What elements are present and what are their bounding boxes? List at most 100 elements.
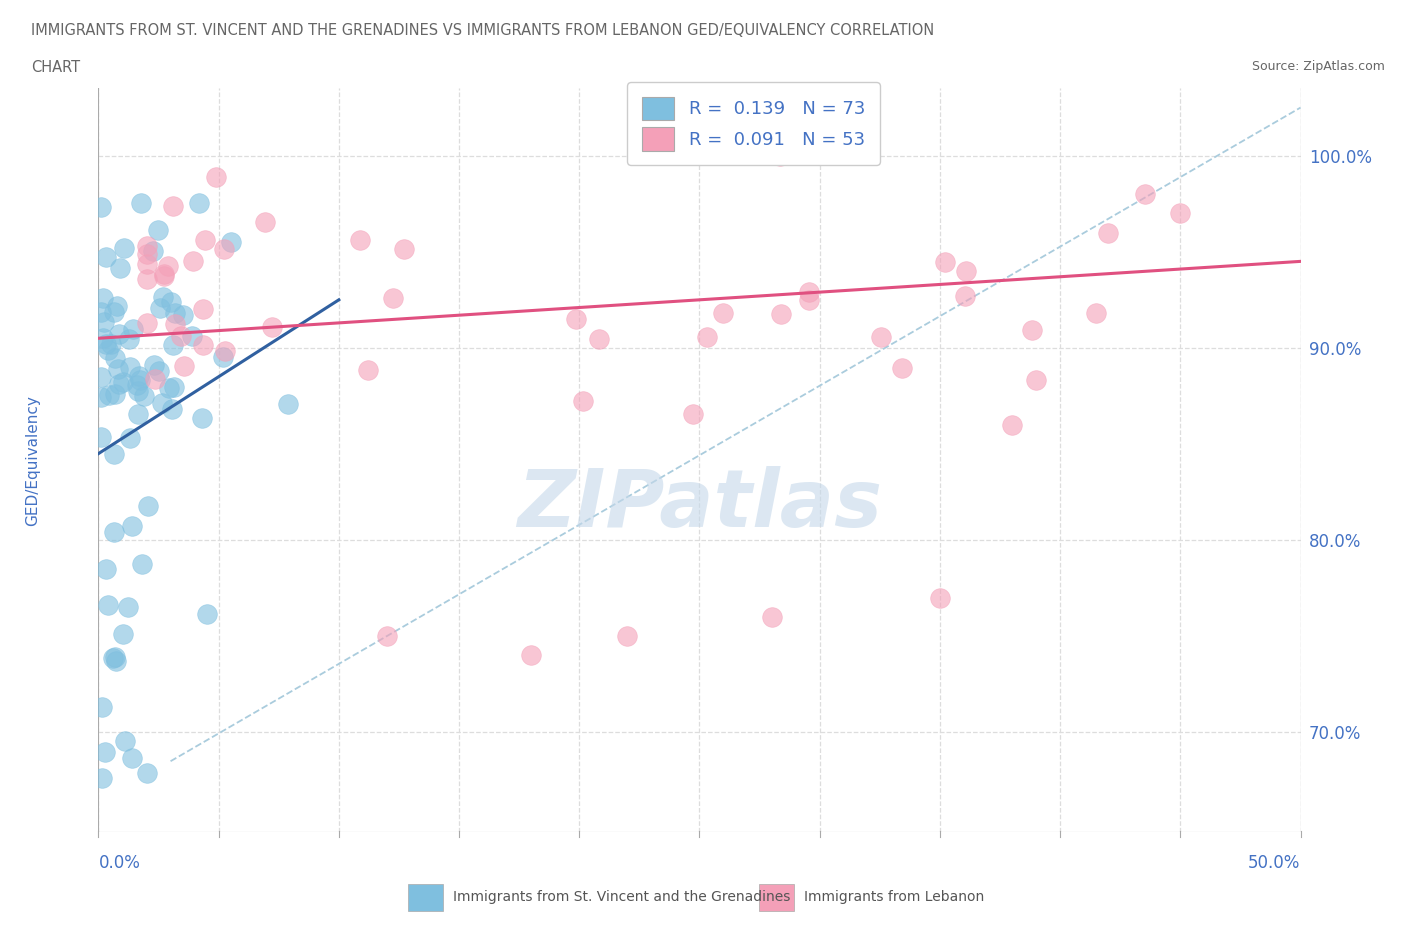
Point: [135, 238, 157, 253]
Point: [955, 263, 977, 278]
Point: [121, 322, 143, 337]
Point: [616, 629, 638, 644]
Point: [94, 249, 117, 264]
Point: [153, 269, 176, 284]
Point: [769, 148, 792, 163]
Point: [97, 598, 120, 613]
Point: [135, 246, 157, 261]
Text: ZIPatlas: ZIPatlas: [517, 466, 882, 544]
Point: [799, 285, 821, 299]
Point: [111, 375, 134, 390]
Legend: R =  0.139   N = 73, R =  0.091   N = 53: R = 0.139 N = 73, R = 0.091 N = 53: [627, 83, 880, 165]
Point: [112, 241, 135, 256]
Point: [162, 199, 184, 214]
Point: [148, 364, 170, 379]
Point: [214, 343, 236, 358]
Point: [150, 396, 173, 411]
Point: [125, 377, 148, 392]
Point: [928, 591, 950, 605]
Point: [90, 369, 112, 384]
Text: IMMIGRANTS FROM ST. VINCENT AND THE GRENADINES VS IMMIGRANTS FROM LEBANON GED/EQ: IMMIGRANTS FROM ST. VINCENT AND THE GREN…: [31, 23, 934, 38]
Point: [870, 329, 893, 344]
Point: [127, 406, 149, 421]
Point: [1001, 418, 1024, 432]
Text: 50.0%: 50.0%: [1249, 854, 1301, 872]
Point: [91, 699, 114, 714]
Point: [188, 195, 211, 210]
Point: [117, 600, 139, 615]
Point: [118, 331, 141, 346]
Point: [135, 315, 157, 330]
Point: [277, 396, 299, 411]
Text: Source: ZipAtlas.com: Source: ZipAtlas.com: [1251, 60, 1385, 73]
Point: [1025, 372, 1047, 387]
Point: [934, 254, 956, 269]
Point: [90, 200, 112, 215]
Point: [100, 336, 122, 351]
Point: [142, 244, 165, 259]
Point: [170, 328, 193, 343]
Point: [143, 372, 166, 387]
Point: [136, 765, 159, 780]
Point: [103, 304, 125, 319]
Point: [132, 389, 155, 404]
Point: [193, 338, 215, 352]
Point: [162, 338, 184, 352]
Point: [97, 342, 120, 357]
Point: [108, 377, 131, 392]
Point: [94, 744, 117, 759]
Text: CHART: CHART: [31, 60, 80, 75]
Point: [163, 306, 186, 321]
Point: [162, 402, 184, 417]
Point: [349, 232, 371, 247]
Point: [107, 326, 129, 341]
Point: [91, 291, 114, 306]
Point: [160, 294, 183, 309]
Point: [761, 609, 783, 624]
Point: [953, 288, 976, 303]
Text: 0.0%: 0.0%: [98, 854, 141, 872]
Point: [93, 314, 115, 329]
Point: [696, 329, 718, 344]
Point: [98, 388, 121, 403]
Point: [163, 379, 186, 394]
Point: [103, 525, 125, 539]
Text: Immigrants from Lebanon: Immigrants from Lebanon: [804, 890, 984, 905]
Point: [152, 289, 174, 304]
Point: [1085, 305, 1108, 320]
Point: [103, 447, 125, 462]
Point: [120, 431, 142, 445]
Point: [711, 306, 734, 321]
Point: [214, 242, 236, 257]
Point: [104, 650, 127, 665]
Point: [114, 733, 136, 748]
Point: [204, 169, 226, 184]
Point: [104, 351, 127, 365]
Point: [157, 259, 180, 273]
Text: GED/Equivalency: GED/Equivalency: [25, 395, 39, 525]
Point: [254, 214, 277, 229]
Point: [520, 648, 543, 663]
Point: [219, 234, 242, 249]
Point: [96, 562, 118, 577]
Point: [565, 312, 588, 326]
Point: [131, 556, 153, 571]
Point: [172, 308, 194, 323]
Point: [104, 386, 127, 401]
Point: [129, 195, 152, 210]
Point: [195, 606, 218, 621]
Point: [138, 498, 160, 513]
Point: [90, 389, 112, 404]
Point: [128, 369, 150, 384]
Point: [153, 267, 176, 282]
Point: [121, 518, 143, 533]
Point: [148, 222, 170, 237]
Point: [157, 380, 180, 395]
Point: [799, 293, 821, 308]
Point: [770, 306, 793, 321]
Point: [91, 771, 114, 786]
Point: [682, 407, 704, 422]
Point: [90, 304, 112, 319]
Point: [135, 272, 157, 286]
Point: [191, 411, 214, 426]
